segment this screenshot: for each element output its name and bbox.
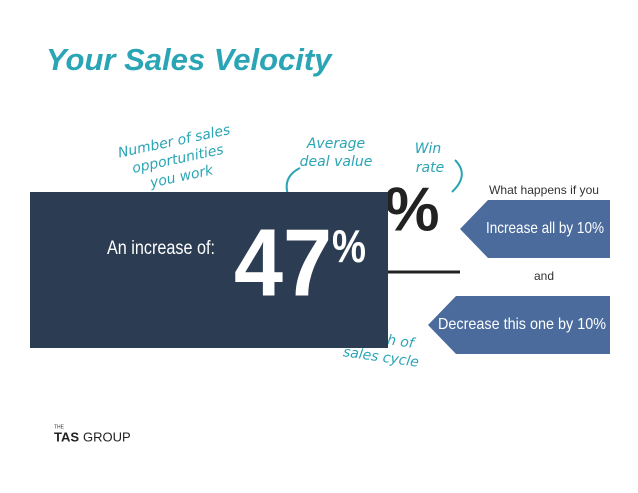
arrow-decrease <box>428 296 610 354</box>
result-unit: % <box>332 220 366 272</box>
callout-increase: Increase all by 10% <box>486 220 604 237</box>
result-box <box>30 192 388 348</box>
logo-small: THE <box>54 424 65 430</box>
callout-decrease: Decrease this one by 10% <box>438 316 606 333</box>
annotation-opportunities: Number of sales opportunities you work <box>117 122 232 192</box>
logo-brand: TAS <box>54 429 79 444</box>
result-number: 47 <box>234 209 332 316</box>
callout-intro: What happens if you <box>489 183 599 197</box>
logo-rest: GROUP <box>83 429 131 444</box>
formula-symbol: % <box>384 175 439 244</box>
annotation-line: deal value <box>300 154 373 170</box>
annotation-line: rate <box>416 160 444 176</box>
slide-title: Your Sales Velocity <box>46 42 333 77</box>
annotation-line: Win <box>415 141 442 157</box>
result-label: An increase of: <box>107 238 215 259</box>
arrow-increase <box>460 200 610 258</box>
annotation-arrow <box>451 159 463 193</box>
callout-joiner: and <box>534 269 554 283</box>
annotation-line: Average <box>306 136 365 152</box>
